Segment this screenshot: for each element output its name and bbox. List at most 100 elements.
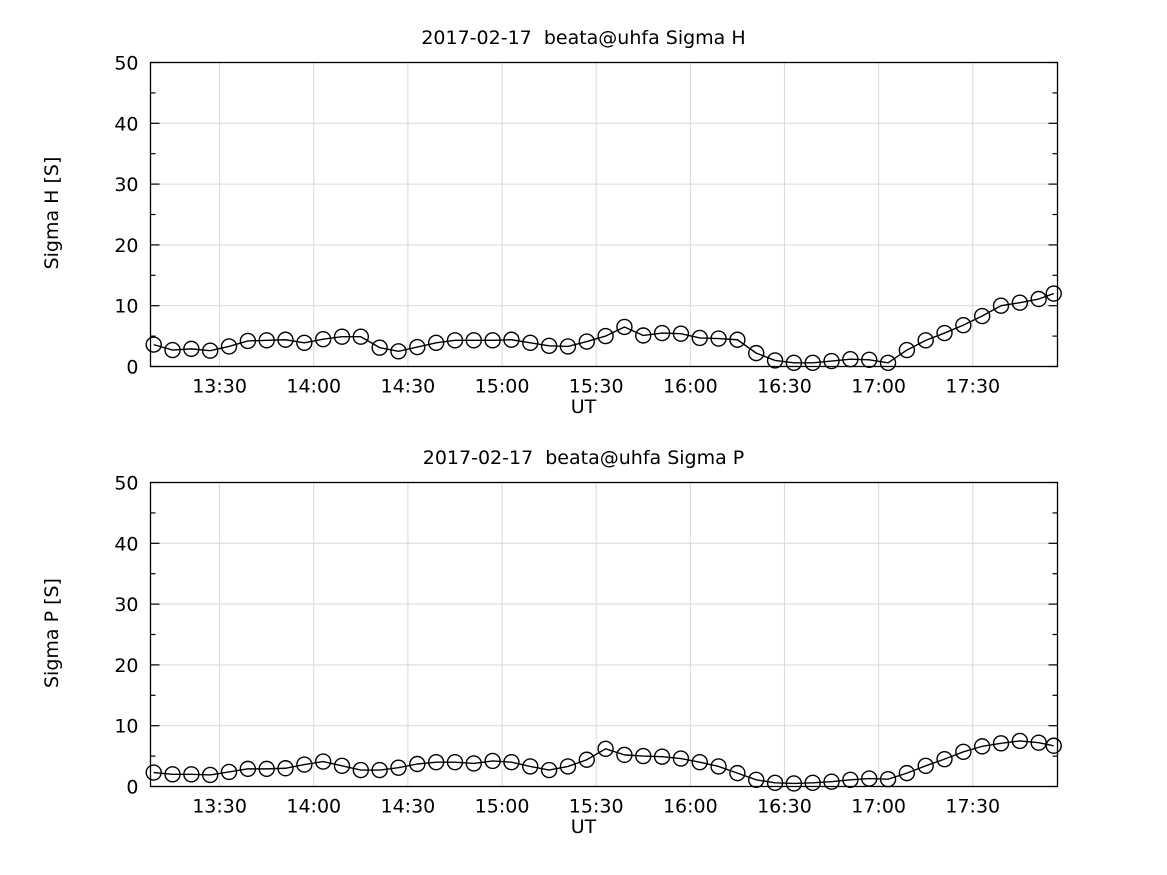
x-tick-label: 14:30 — [381, 376, 436, 398]
data-point-marker — [522, 758, 539, 775]
data-point-marker — [973, 738, 991, 755]
data-line — [153, 292, 1054, 364]
data-point-marker — [484, 752, 501, 770]
data-point-marker — [729, 764, 746, 782]
data-point-marker — [559, 758, 577, 775]
data-point-marker — [1030, 290, 1047, 308]
y-tick-label: 20 — [114, 655, 138, 677]
data-point-marker — [333, 328, 351, 345]
data-point-marker — [1045, 737, 1062, 754]
x-tick-label: 16:00 — [663, 796, 718, 818]
data-point-marker — [314, 753, 332, 770]
figure-sigma-p: 2017-02-17 beata@uhfa Sigma P Sigma P [S… — [0, 420, 1167, 875]
data-point-marker — [390, 759, 407, 776]
data-point-marker — [371, 339, 388, 356]
x-tick-label: 15:30 — [569, 796, 624, 818]
data-point-marker — [1011, 732, 1029, 750]
data-point-marker — [616, 318, 633, 336]
y-tick-label: 40 — [114, 533, 138, 555]
data-point-marker — [296, 756, 313, 773]
data-point-marker — [955, 316, 972, 334]
data-point-marker — [804, 774, 821, 792]
data-point-marker — [672, 325, 690, 342]
data-point-marker — [277, 331, 294, 348]
data-point-marker — [522, 334, 539, 351]
data-point-marker — [503, 331, 520, 348]
data-point-marker — [183, 766, 200, 783]
data-point-marker — [936, 324, 953, 342]
x-tick-label: 17:30 — [945, 376, 1000, 398]
data-point-marker — [239, 332, 257, 350]
data-point-marker — [691, 753, 708, 771]
x-tick-label: 13:30 — [192, 796, 247, 818]
x-tick-label: 16:30 — [757, 796, 812, 818]
y-tick-label: 10 — [114, 716, 138, 738]
data-point-marker — [823, 773, 840, 790]
data-point-marker — [277, 760, 294, 777]
data-point-marker — [164, 766, 181, 783]
y-tick-label: 10 — [114, 296, 138, 318]
axes-sigma-p: 0 10 20 30 40 50 13:30 14:00 14:30 15:00 15:30 16:0… — [0, 420, 1167, 820]
data-point-marker — [898, 764, 916, 782]
x-tick-label: 17:00 — [851, 376, 906, 398]
data-point-marker — [635, 747, 652, 765]
data-line — [153, 740, 1054, 785]
data-point-marker — [465, 755, 482, 772]
data-point-marker — [1045, 285, 1062, 302]
x-tick-label: 16:30 — [757, 376, 812, 398]
data-point-marker — [653, 748, 671, 765]
data-point-marker — [842, 351, 859, 368]
data-point-marker — [465, 332, 482, 349]
data-point-marker — [164, 341, 181, 359]
plot-frame — [149, 61, 1059, 368]
data-point-marker — [201, 342, 219, 359]
x-tick-label: 14:00 — [286, 796, 341, 818]
x-tick-label: 15:00 — [475, 796, 530, 818]
data-point-marker — [992, 735, 1010, 752]
data-point-marker — [409, 755, 426, 773]
data-point-marker — [879, 354, 897, 372]
data-point-marker — [861, 770, 878, 787]
figure-sigma-h: 2017-02-17 beata@uhfa Sigma H Sigma H [S… — [0, 0, 1167, 437]
data-point-marker — [145, 336, 162, 353]
data-point-marker — [258, 760, 275, 778]
data-point-marker — [201, 766, 219, 784]
data-point-marker — [672, 750, 690, 767]
y-tick-label: 30 — [114, 174, 138, 196]
data-point-marker — [409, 338, 426, 356]
data-point-marker — [597, 327, 614, 345]
data-point-marker — [766, 774, 784, 792]
data-point-marker — [861, 351, 878, 369]
data-point-marker — [578, 333, 595, 350]
data-point-marker — [597, 740, 614, 757]
data-point-marker — [917, 332, 934, 349]
plot-title-sigma-p: 2017-02-17 beata@uhfa Sigma P — [422, 447, 745, 469]
x-tick-label: 14:00 — [286, 376, 341, 398]
x-tick-label: 13:30 — [192, 376, 247, 398]
data-point-marker — [992, 297, 1010, 314]
data-point-marker — [333, 757, 351, 775]
data-point-marker — [390, 343, 407, 360]
data-point-marker — [748, 771, 765, 789]
y-tick-label: 0 — [126, 357, 138, 379]
data-point-marker — [748, 344, 765, 362]
data-point-marker — [766, 352, 784, 369]
data-point-marker — [540, 761, 558, 779]
x-axis-label-sigma-h: UT — [570, 396, 597, 418]
y-tick-label: 0 — [126, 777, 138, 799]
axes-sigma-h: 0 10 20 30 40 50 13:30 14:00 14:30 15:00 15:30 16:0… — [0, 0, 1167, 400]
plot-canvas-sigma-p: 0 10 20 30 40 50 13:30 14:00 14:30 15:00 15:30 16:0… — [114, 473, 1062, 818]
data-point-marker — [729, 331, 746, 348]
data-point-marker — [804, 354, 821, 372]
x-tick-label: 16:00 — [663, 376, 718, 398]
x-tick-label: 17:30 — [945, 796, 1000, 818]
data-point-marker — [183, 340, 200, 358]
data-point-marker — [296, 334, 313, 351]
data-point-marker — [145, 764, 162, 781]
data-point-marker — [220, 338, 238, 355]
data-point-marker — [220, 763, 238, 781]
x-tick-label: 15:00 — [475, 376, 530, 398]
data-point-marker — [823, 352, 840, 370]
data-point-marker — [842, 771, 859, 789]
y-tick-label: 50 — [114, 53, 138, 75]
